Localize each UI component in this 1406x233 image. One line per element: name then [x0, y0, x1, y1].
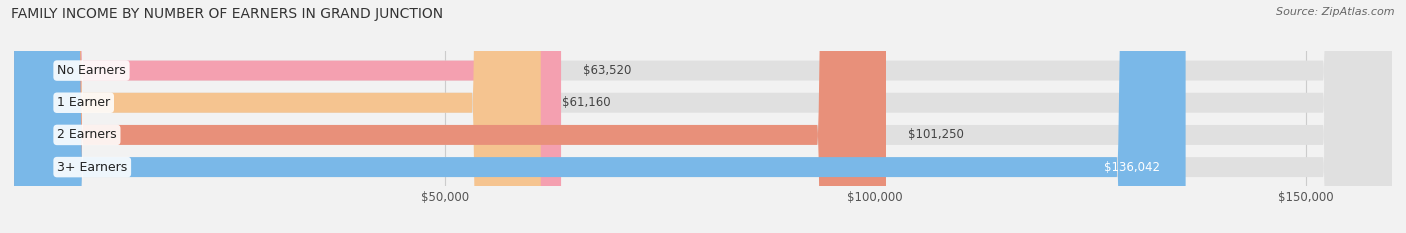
Text: FAMILY INCOME BY NUMBER OF EARNERS IN GRAND JUNCTION: FAMILY INCOME BY NUMBER OF EARNERS IN GR… — [11, 7, 443, 21]
FancyBboxPatch shape — [14, 0, 1392, 233]
FancyBboxPatch shape — [14, 0, 1392, 233]
FancyBboxPatch shape — [14, 0, 1185, 233]
Text: 2 Earners: 2 Earners — [58, 128, 117, 141]
Text: 1 Earner: 1 Earner — [58, 96, 110, 109]
Text: Source: ZipAtlas.com: Source: ZipAtlas.com — [1277, 7, 1395, 17]
Text: $63,520: $63,520 — [582, 64, 631, 77]
FancyBboxPatch shape — [14, 0, 541, 233]
Text: $61,160: $61,160 — [562, 96, 612, 109]
FancyBboxPatch shape — [14, 0, 561, 233]
Text: $136,042: $136,042 — [1104, 161, 1160, 174]
Text: $101,250: $101,250 — [907, 128, 963, 141]
FancyBboxPatch shape — [14, 0, 886, 233]
FancyBboxPatch shape — [14, 0, 1392, 233]
Text: 3+ Earners: 3+ Earners — [58, 161, 128, 174]
Text: No Earners: No Earners — [58, 64, 127, 77]
FancyBboxPatch shape — [14, 0, 1392, 233]
